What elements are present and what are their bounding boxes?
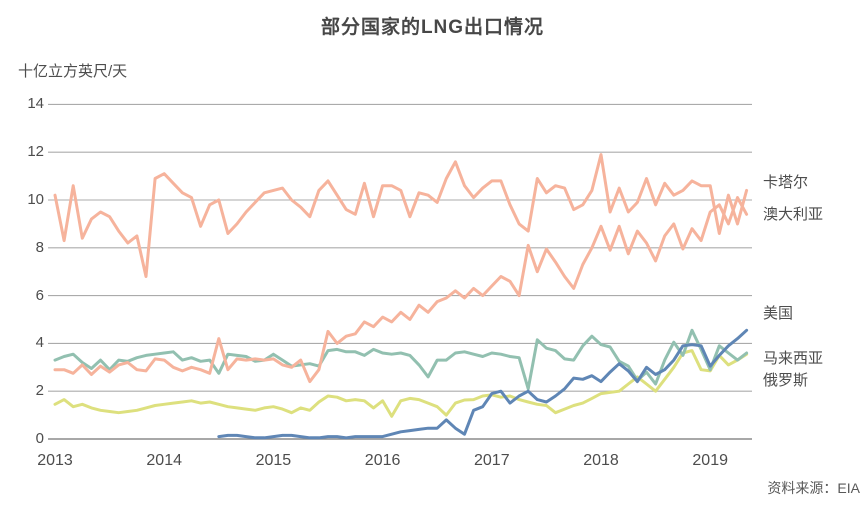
x-tick-label: 2016 xyxy=(364,452,401,469)
y-tick-label: 0 xyxy=(35,430,44,447)
legend-label-卡塔尔: 卡塔尔 xyxy=(763,174,809,191)
y-tick-label: 8 xyxy=(35,238,44,256)
x-tick-label: 2019 xyxy=(692,452,728,469)
x-tick-label: 2015 xyxy=(255,452,292,469)
y-tick-label: 10 xyxy=(27,191,44,208)
series-line-卡塔尔 xyxy=(53,153,749,278)
y-tick-label: 4 xyxy=(35,334,44,352)
source-note: 资料来源：EIA xyxy=(767,480,860,496)
series-line-澳大利亚 xyxy=(53,196,749,384)
legend-label-澳大利亚: 澳大利亚 xyxy=(763,206,824,223)
series-line-俄罗斯 xyxy=(53,349,749,418)
series-line-美国 xyxy=(217,328,749,440)
y-tick-label: 2 xyxy=(35,382,44,400)
legend-label-俄罗斯: 俄罗斯 xyxy=(763,372,809,389)
x-tick-label: 2017 xyxy=(474,452,510,469)
y-tick-label: 6 xyxy=(35,286,44,304)
y-axis-unit-label: 十亿立方英尺/天 xyxy=(18,63,128,80)
y-tick-label: 14 xyxy=(27,95,44,113)
x-tick-label: 2013 xyxy=(37,452,73,469)
legend-label-美国: 美国 xyxy=(763,305,794,322)
series-line-马来西亚 xyxy=(53,328,749,391)
y-tick-label: 12 xyxy=(27,143,44,161)
legend-label-马来西亚: 马来西亚 xyxy=(763,350,824,367)
x-tick-label: 2014 xyxy=(146,452,182,469)
x-tick-label: 2018 xyxy=(583,452,619,469)
chart-title: 部分国家的LNG出口情况 xyxy=(320,17,545,38)
